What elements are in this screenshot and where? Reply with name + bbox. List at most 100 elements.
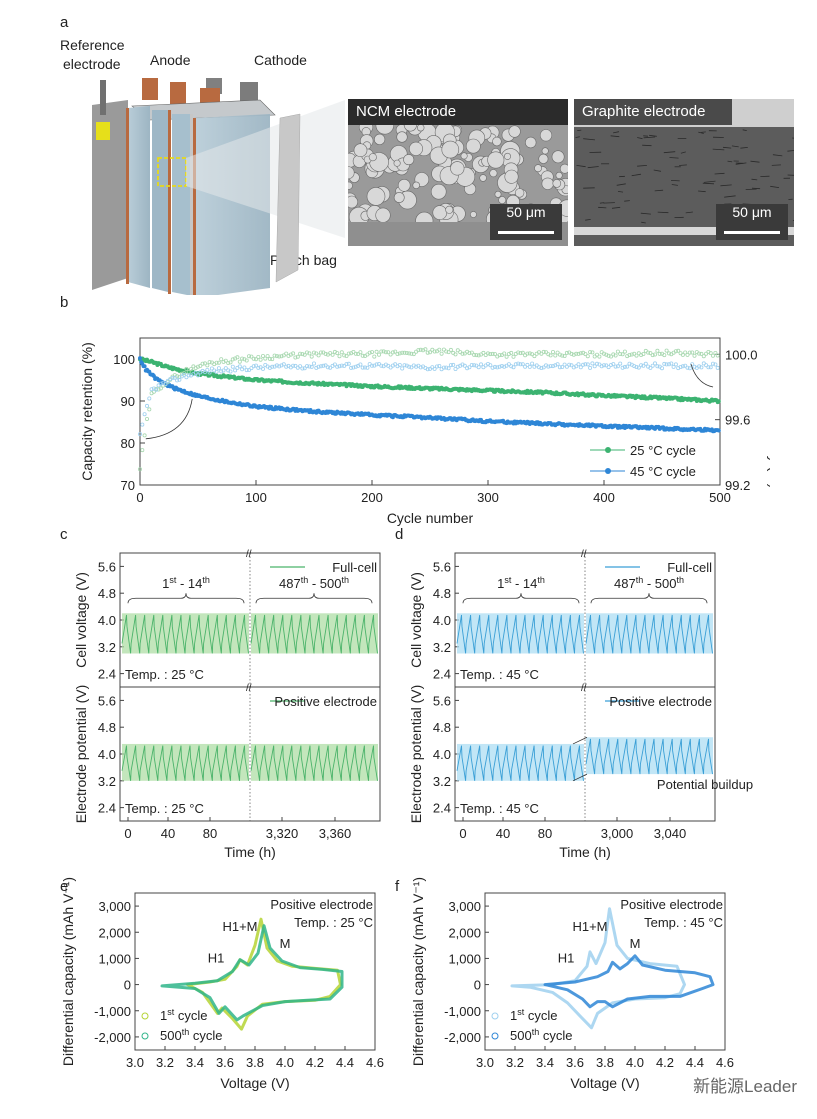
ce-point	[202, 361, 207, 366]
ce-point	[485, 351, 490, 356]
ce-point	[650, 363, 655, 368]
graphite-crack	[703, 180, 716, 183]
ce-point	[344, 362, 349, 367]
ce-point	[578, 351, 583, 356]
brace-label: 1st - 14th	[162, 575, 210, 591]
graphite-crack	[685, 211, 693, 214]
ce-point	[425, 350, 430, 355]
cathode-label: Cathode	[254, 52, 307, 68]
ncm-particle	[368, 153, 377, 162]
ce-point	[634, 365, 639, 370]
ce-point	[602, 351, 607, 356]
graphite-crack	[649, 134, 657, 137]
ce-point	[237, 364, 242, 369]
ce-point	[383, 350, 388, 355]
ce-point	[588, 350, 593, 355]
chart-dqdv-25c: 3.0 3.2 3.4 3.6 3.8 4.0 4.2 4.4 4.6 -2,000 -1,000 0…	[60, 877, 384, 1091]
x-tick-label: 40	[161, 826, 175, 841]
ce-point	[360, 353, 365, 358]
y-axis-label: Electrode potential (V)	[73, 685, 89, 824]
ce-point	[170, 376, 175, 381]
ncm-particle	[552, 179, 562, 188]
ce-point	[346, 351, 351, 356]
scale-bar-label: 50 μm	[732, 204, 772, 220]
x-tick-label: 40	[496, 826, 510, 841]
x-tick-label: 400	[593, 490, 615, 505]
y-tick-label: 4.8	[98, 720, 116, 735]
ce-point	[690, 362, 695, 367]
ce-point	[154, 387, 159, 392]
ce-point	[715, 353, 720, 358]
brace-label-part: th	[636, 575, 644, 585]
ce-point	[175, 378, 180, 383]
graphite-crack	[642, 144, 652, 147]
ce-point	[142, 412, 147, 417]
ce-point	[557, 365, 562, 370]
ce-point	[539, 366, 544, 371]
ce-point	[177, 377, 182, 382]
panel-label-f: f	[395, 878, 400, 895]
ce-point	[258, 357, 263, 362]
ce-point	[400, 350, 405, 355]
ce-point	[346, 361, 351, 366]
graphite-crack	[577, 129, 582, 131]
separator-edge	[190, 114, 193, 295]
ce-point	[274, 354, 279, 359]
ce-point	[360, 365, 365, 370]
ce-point	[223, 366, 228, 371]
ce-point	[685, 352, 690, 357]
ce-point	[304, 364, 309, 369]
ce-point	[497, 364, 502, 369]
voltage-trace	[456, 745, 584, 781]
ce-point	[476, 353, 481, 358]
legend-marker	[491, 1012, 499, 1020]
ce-point	[518, 351, 523, 356]
ce-point	[560, 353, 565, 358]
ce-point	[576, 362, 581, 367]
dqdv-curve	[510, 907, 686, 1030]
graphite-crack	[583, 138, 596, 141]
ce-point	[349, 365, 354, 370]
electrode-label: electrode	[63, 56, 121, 72]
graphite-crack	[722, 146, 732, 149]
ncm-particle	[366, 187, 386, 206]
annotation-electrode: Positive electrode	[620, 897, 723, 912]
x-axis-label: Voltage (V)	[220, 1075, 289, 1091]
graphite-crack	[698, 190, 706, 193]
ce-point	[460, 351, 465, 356]
ncm-particle	[348, 181, 353, 190]
ce-point	[246, 354, 251, 359]
ncm-particle	[479, 174, 487, 182]
ce-point	[228, 369, 233, 374]
ce-point	[298, 351, 303, 356]
ce-point	[576, 351, 581, 356]
ce-point	[574, 364, 579, 369]
dqdv-curve	[543, 954, 715, 1009]
x-axis-label: Time (h)	[224, 844, 276, 860]
ce-point	[277, 354, 282, 359]
y-tick-label: 0	[474, 978, 481, 993]
ce-point	[362, 365, 367, 370]
ce-point	[407, 364, 412, 369]
ce-point	[353, 364, 358, 369]
legend-marker	[605, 447, 611, 453]
x-tick-label: 500	[709, 490, 731, 505]
y-tick-label: 3.2	[98, 774, 116, 789]
graphite-crack	[613, 131, 620, 134]
brace	[462, 593, 580, 604]
ce-point	[562, 362, 567, 367]
ce-point	[669, 361, 674, 366]
y-tick-label: 4.8	[433, 586, 451, 601]
ce-point	[692, 353, 697, 358]
ce-point	[393, 349, 398, 354]
ce-point	[184, 366, 189, 371]
graphite-crack	[585, 219, 591, 221]
ce-point	[590, 350, 595, 355]
ce-point	[379, 349, 384, 354]
ce-point	[476, 365, 481, 370]
ce-point	[676, 348, 681, 353]
ce-point	[518, 362, 523, 367]
reference-label: Reference	[60, 37, 125, 53]
ce-point	[509, 350, 514, 355]
ce-point	[251, 356, 256, 361]
